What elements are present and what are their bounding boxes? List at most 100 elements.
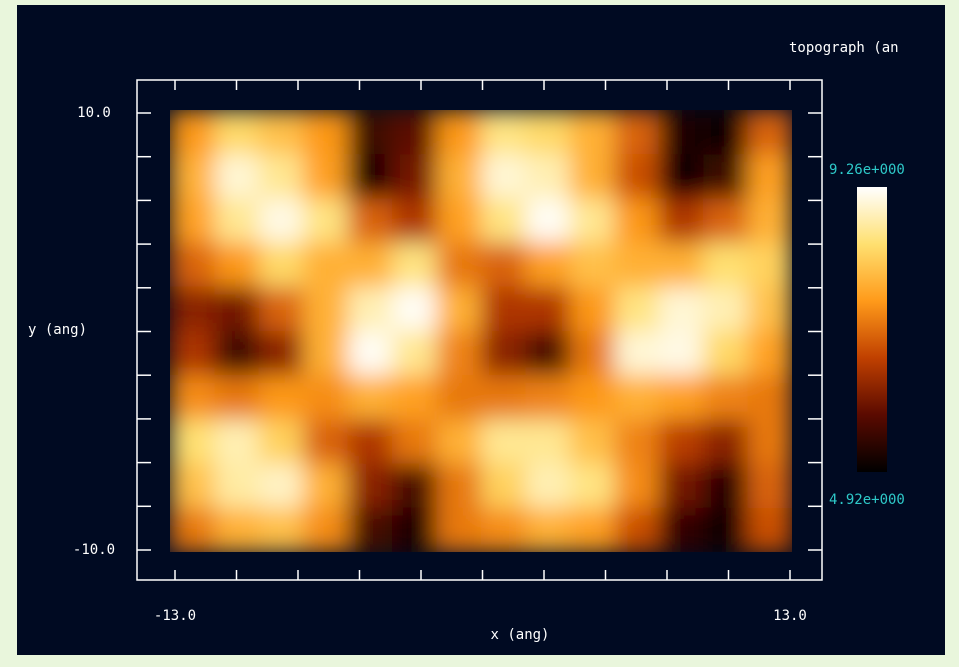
heatmap-cell bbox=[436, 110, 482, 155]
heatmap-cell bbox=[525, 242, 571, 288]
heatmap-cell bbox=[525, 286, 571, 332]
heatmap-cell bbox=[347, 110, 393, 155]
heatmap-cell bbox=[569, 110, 615, 155]
heatmap-cell bbox=[214, 110, 260, 155]
heatmap-cell bbox=[481, 286, 526, 332]
heatmap-cell bbox=[436, 331, 482, 376]
heatmap-cell bbox=[214, 463, 260, 509]
heatmap-cell bbox=[436, 419, 482, 465]
heatmap-cell bbox=[347, 375, 393, 420]
heatmap-cell bbox=[481, 110, 526, 155]
heatmap-cell bbox=[614, 110, 660, 155]
heatmap-cell bbox=[703, 286, 749, 332]
heatmap-cell bbox=[214, 331, 260, 376]
heatmap-cell bbox=[569, 242, 615, 288]
heatmap-cell bbox=[747, 331, 792, 376]
heatmap-cell bbox=[170, 198, 215, 244]
heatmap-cell bbox=[214, 286, 260, 332]
heatmap-cell bbox=[170, 286, 215, 332]
heatmap-cell bbox=[392, 331, 438, 376]
x-tick-label: -13.0 bbox=[154, 608, 196, 624]
heatmap-cell bbox=[347, 286, 393, 332]
heatmap-cell bbox=[658, 154, 704, 199]
heatmap-cell bbox=[481, 463, 526, 509]
heatmap-cell bbox=[392, 507, 438, 552]
heatmap-cell bbox=[436, 286, 482, 332]
heatmap-cell bbox=[703, 198, 749, 244]
y-tick-label: 10.0 bbox=[77, 105, 111, 121]
heatmap-cell bbox=[436, 198, 482, 244]
colorbar-max-label: 9.26e+000 bbox=[829, 162, 905, 178]
y-tick-label: -10.0 bbox=[73, 542, 115, 558]
heatmap-cell bbox=[747, 507, 792, 552]
heatmap-cell bbox=[258, 242, 304, 288]
heatmap-cell bbox=[347, 463, 393, 509]
heatmap-cell bbox=[392, 286, 438, 332]
heatmap-cell bbox=[658, 375, 704, 420]
heatmap-cell bbox=[569, 331, 615, 376]
heatmap-cell bbox=[303, 198, 349, 244]
heatmap-cell bbox=[481, 154, 526, 199]
heatmap-cell bbox=[392, 375, 438, 420]
heatmap-cell bbox=[525, 507, 571, 552]
heatmap-cell bbox=[392, 110, 438, 155]
heatmap-cell bbox=[303, 110, 349, 155]
heatmap-cell bbox=[569, 419, 615, 465]
heatmap-cell bbox=[214, 507, 260, 552]
heatmap-cell bbox=[614, 198, 660, 244]
heatmap-cell bbox=[658, 419, 704, 465]
heatmap-cell bbox=[436, 463, 482, 509]
heatmap-cell bbox=[747, 110, 792, 155]
heatmap-cell bbox=[658, 286, 704, 332]
heatmap-cell bbox=[614, 242, 660, 288]
heatmap-cell bbox=[569, 507, 615, 552]
heatmap-cell bbox=[481, 242, 526, 288]
heatmap-cell bbox=[392, 198, 438, 244]
heatmap-cell bbox=[703, 507, 749, 552]
heatmap-cell bbox=[170, 375, 215, 420]
heatmap-cell bbox=[436, 154, 482, 199]
heatmap-cell bbox=[170, 331, 215, 376]
heatmap-cell bbox=[392, 154, 438, 199]
heatmap-cell bbox=[569, 375, 615, 420]
heatmap-cell bbox=[392, 242, 438, 288]
heatmap-cell bbox=[703, 375, 749, 420]
heatmap-cell bbox=[658, 507, 704, 552]
heatmap-cell bbox=[658, 463, 704, 509]
heatmap-cell bbox=[347, 198, 393, 244]
heatmap-cell bbox=[747, 419, 792, 465]
heatmap-cell bbox=[703, 154, 749, 199]
heatmap-cell bbox=[569, 198, 615, 244]
heatmap-cell bbox=[303, 375, 349, 420]
heatmap-cell bbox=[258, 286, 304, 332]
heatmap-cell bbox=[481, 198, 526, 244]
heatmap-cell bbox=[436, 507, 482, 552]
heatmap-cell bbox=[303, 507, 349, 552]
heatmap-cell bbox=[347, 242, 393, 288]
heatmap-cell bbox=[170, 154, 215, 199]
heatmap-cell bbox=[703, 463, 749, 509]
heatmap-cell bbox=[214, 198, 260, 244]
heatmap-cell bbox=[614, 507, 660, 552]
heatmap-cell bbox=[170, 242, 215, 288]
heatmap-cell bbox=[703, 110, 749, 155]
heatmap-cell bbox=[614, 154, 660, 199]
colorbar-min-label: 4.92e+000 bbox=[829, 492, 905, 508]
heatmap-cell bbox=[347, 154, 393, 199]
heatmap-cell bbox=[747, 286, 792, 332]
heatmap-cell bbox=[258, 154, 304, 199]
heatmap-cell bbox=[658, 110, 704, 155]
heatmap-cell bbox=[747, 154, 792, 199]
heatmap-cell bbox=[258, 375, 304, 420]
heatmap-cell bbox=[658, 331, 704, 376]
heatmap-cell bbox=[747, 242, 792, 288]
heatmap-cell bbox=[436, 242, 482, 288]
heatmap-cell bbox=[569, 463, 615, 509]
colorbar bbox=[857, 187, 887, 472]
heatmap-cell bbox=[481, 419, 526, 465]
heatmap-cell bbox=[703, 331, 749, 376]
y-axis-label: y (ang) bbox=[28, 322, 87, 338]
plot-frame bbox=[136, 79, 823, 581]
